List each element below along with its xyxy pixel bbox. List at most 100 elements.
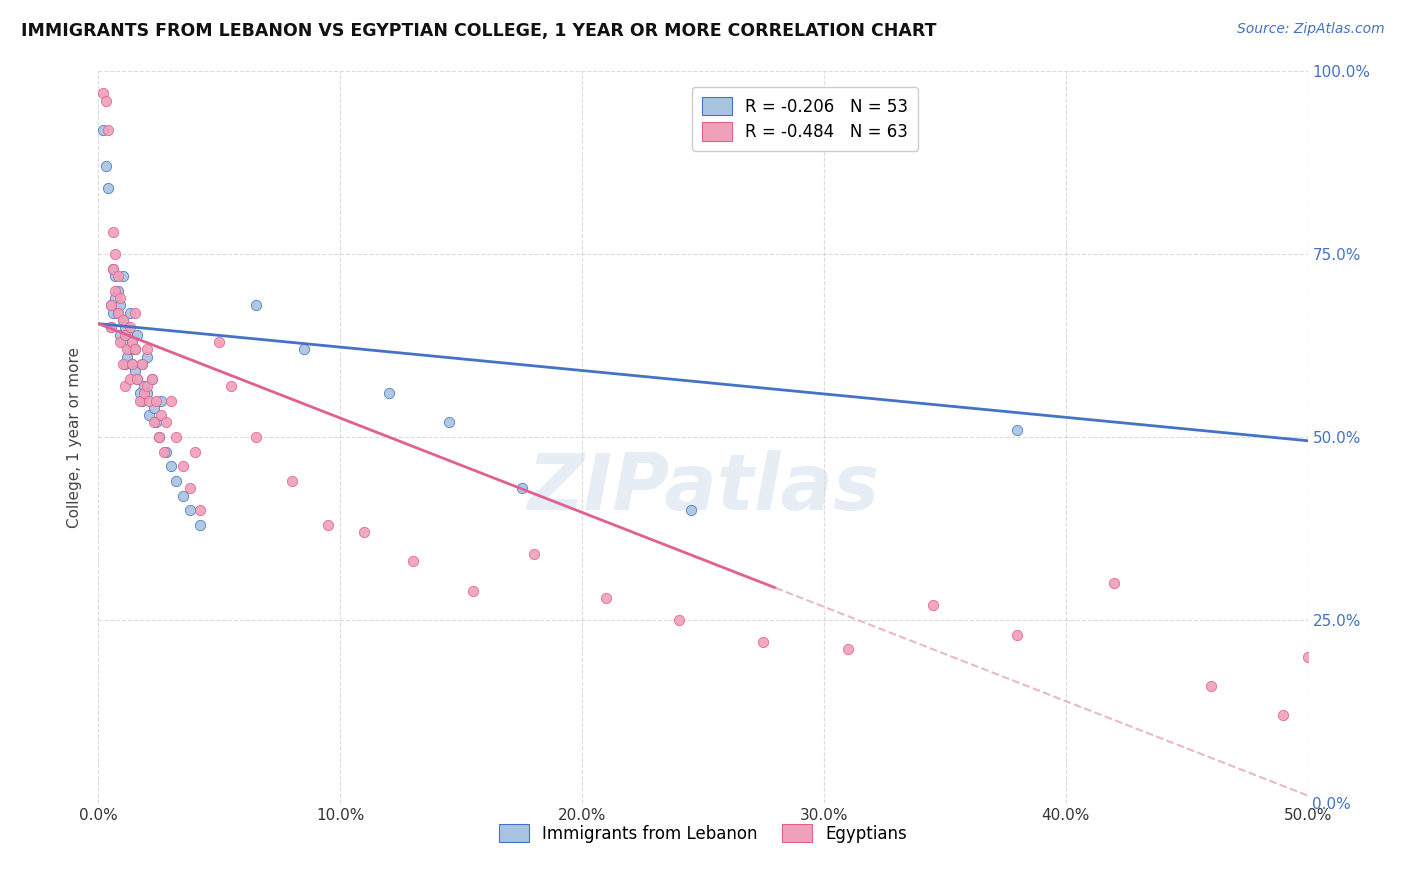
Point xyxy=(128,393,150,408)
Point xyxy=(150,393,173,408)
Point xyxy=(128,386,150,401)
Point xyxy=(117,327,139,342)
Point xyxy=(1007,423,1029,437)
Point xyxy=(208,334,231,349)
Point xyxy=(118,371,141,385)
Point xyxy=(101,261,124,276)
Point xyxy=(117,343,139,357)
Point xyxy=(127,327,149,342)
Point xyxy=(145,393,167,408)
Point xyxy=(188,503,211,517)
Point xyxy=(184,444,207,458)
Point xyxy=(108,298,131,312)
Point xyxy=(111,313,134,327)
Point xyxy=(111,313,134,327)
Point xyxy=(91,87,114,101)
Point xyxy=(107,306,129,320)
Point xyxy=(111,269,134,284)
Point xyxy=(679,503,702,517)
Point xyxy=(134,379,156,393)
Point xyxy=(101,306,124,320)
Point xyxy=(172,489,194,503)
Point xyxy=(124,343,146,357)
Point xyxy=(1199,679,1222,693)
Point xyxy=(127,371,149,385)
Point xyxy=(107,284,129,298)
Point xyxy=(523,547,546,561)
Point xyxy=(124,343,146,357)
Point xyxy=(245,298,267,312)
Point xyxy=(118,343,141,357)
Point xyxy=(1296,649,1319,664)
Point xyxy=(107,306,129,320)
Point xyxy=(1272,708,1295,723)
Point xyxy=(145,416,167,430)
Point xyxy=(148,430,170,444)
Point xyxy=(134,386,156,401)
Point xyxy=(188,517,211,532)
Text: Source: ZipAtlas.com: Source: ZipAtlas.com xyxy=(1237,22,1385,37)
Point xyxy=(97,123,120,137)
Point xyxy=(595,591,617,605)
Point xyxy=(121,357,143,371)
Point xyxy=(124,364,146,378)
Point xyxy=(353,525,375,540)
Point xyxy=(245,430,267,444)
Point xyxy=(107,269,129,284)
Point xyxy=(121,357,143,371)
Point xyxy=(1102,576,1125,591)
Point xyxy=(152,444,174,458)
Point xyxy=(117,350,139,364)
Point xyxy=(179,503,201,517)
Point xyxy=(510,481,533,495)
Point xyxy=(155,444,177,458)
Point xyxy=(124,306,146,320)
Point xyxy=(148,430,170,444)
Point xyxy=(1007,627,1029,641)
Point xyxy=(104,247,127,261)
Point xyxy=(837,642,859,657)
Point xyxy=(108,291,131,305)
Point xyxy=(221,379,243,393)
Y-axis label: College, 1 year or more: College, 1 year or more xyxy=(67,347,83,527)
Point xyxy=(921,599,943,613)
Point xyxy=(292,343,315,357)
Point xyxy=(100,298,122,312)
Point xyxy=(121,334,143,349)
Point xyxy=(141,371,163,385)
Point xyxy=(165,430,187,444)
Point xyxy=(281,474,304,488)
Point xyxy=(104,291,127,305)
Point xyxy=(118,306,141,320)
Text: ZIPatlas: ZIPatlas xyxy=(527,450,879,526)
Point xyxy=(114,379,136,393)
Text: IMMIGRANTS FROM LEBANON VS EGYPTIAN COLLEGE, 1 YEAR OR MORE CORRELATION CHART: IMMIGRANTS FROM LEBANON VS EGYPTIAN COLL… xyxy=(21,22,936,40)
Point xyxy=(100,320,122,334)
Point xyxy=(91,123,114,137)
Point xyxy=(104,269,127,284)
Point xyxy=(135,343,157,357)
Point xyxy=(135,379,157,393)
Point xyxy=(131,357,153,371)
Point xyxy=(402,554,425,568)
Point xyxy=(138,408,160,422)
Point xyxy=(131,393,153,408)
Point xyxy=(118,320,141,334)
Point xyxy=(101,261,124,276)
Point xyxy=(377,386,399,401)
Point xyxy=(172,459,194,474)
Point xyxy=(143,401,166,415)
Point xyxy=(114,327,136,342)
Point xyxy=(165,474,187,488)
Point xyxy=(131,357,153,371)
Point xyxy=(104,284,127,298)
Point xyxy=(150,408,173,422)
Point xyxy=(160,393,183,408)
Point xyxy=(114,357,136,371)
Point xyxy=(94,94,117,108)
Point xyxy=(94,160,117,174)
Point xyxy=(141,371,163,385)
Point xyxy=(752,635,775,649)
Point xyxy=(111,357,134,371)
Point xyxy=(101,225,124,239)
